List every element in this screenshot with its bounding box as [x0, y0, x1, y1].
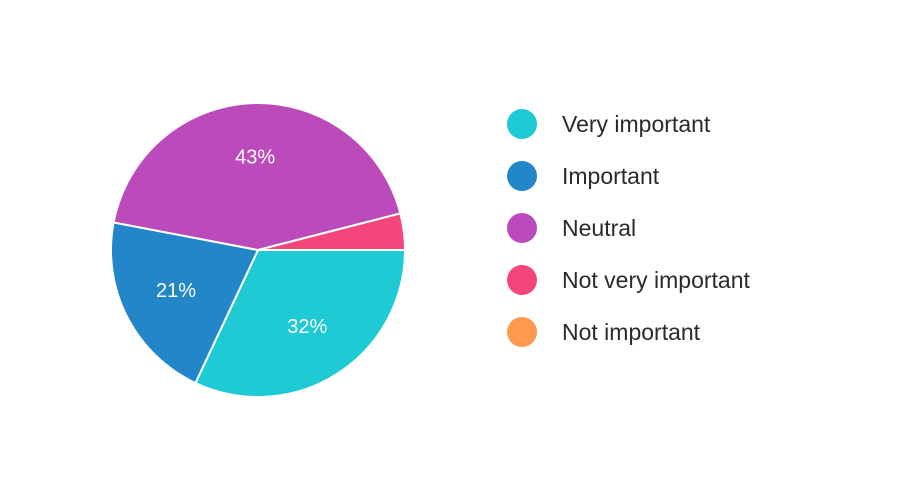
legend-item-not-very-important: Not very important	[507, 254, 750, 306]
slice-label-important: 21%	[156, 280, 196, 302]
legend-swatch	[507, 213, 537, 243]
legend-label: Not important	[562, 318, 701, 345]
pie-value-labels: 32% 21% 43%	[156, 146, 328, 338]
legend-label: Neutral	[562, 214, 637, 241]
legend-item-neutral: Neutral	[507, 202, 750, 254]
legend-item-very-important: Very important	[507, 98, 750, 150]
legend-label: Very important	[562, 110, 711, 137]
slice-label-neutral: 43%	[235, 146, 275, 168]
legend-label: Not very important	[562, 266, 750, 293]
pie-slice-neutral	[112, 102, 402, 252]
legend-item-not-important: Not important	[507, 306, 750, 358]
legend: Very important Important Neutral Not very i…	[507, 98, 750, 358]
pie-slices	[110, 102, 407, 398]
legend-label: Important	[562, 162, 660, 189]
pie-slice-important	[110, 221, 260, 385]
legend-swatch	[507, 317, 537, 347]
legend-swatch	[507, 161, 537, 191]
legend-swatch	[507, 265, 537, 295]
legend-item-important: Important	[507, 150, 750, 202]
slice-label-very-important: 32%	[287, 316, 327, 338]
legend-swatch	[507, 109, 537, 139]
pie-slice-very-important	[194, 249, 407, 398]
pie-slice-not-very-important	[257, 212, 407, 251]
